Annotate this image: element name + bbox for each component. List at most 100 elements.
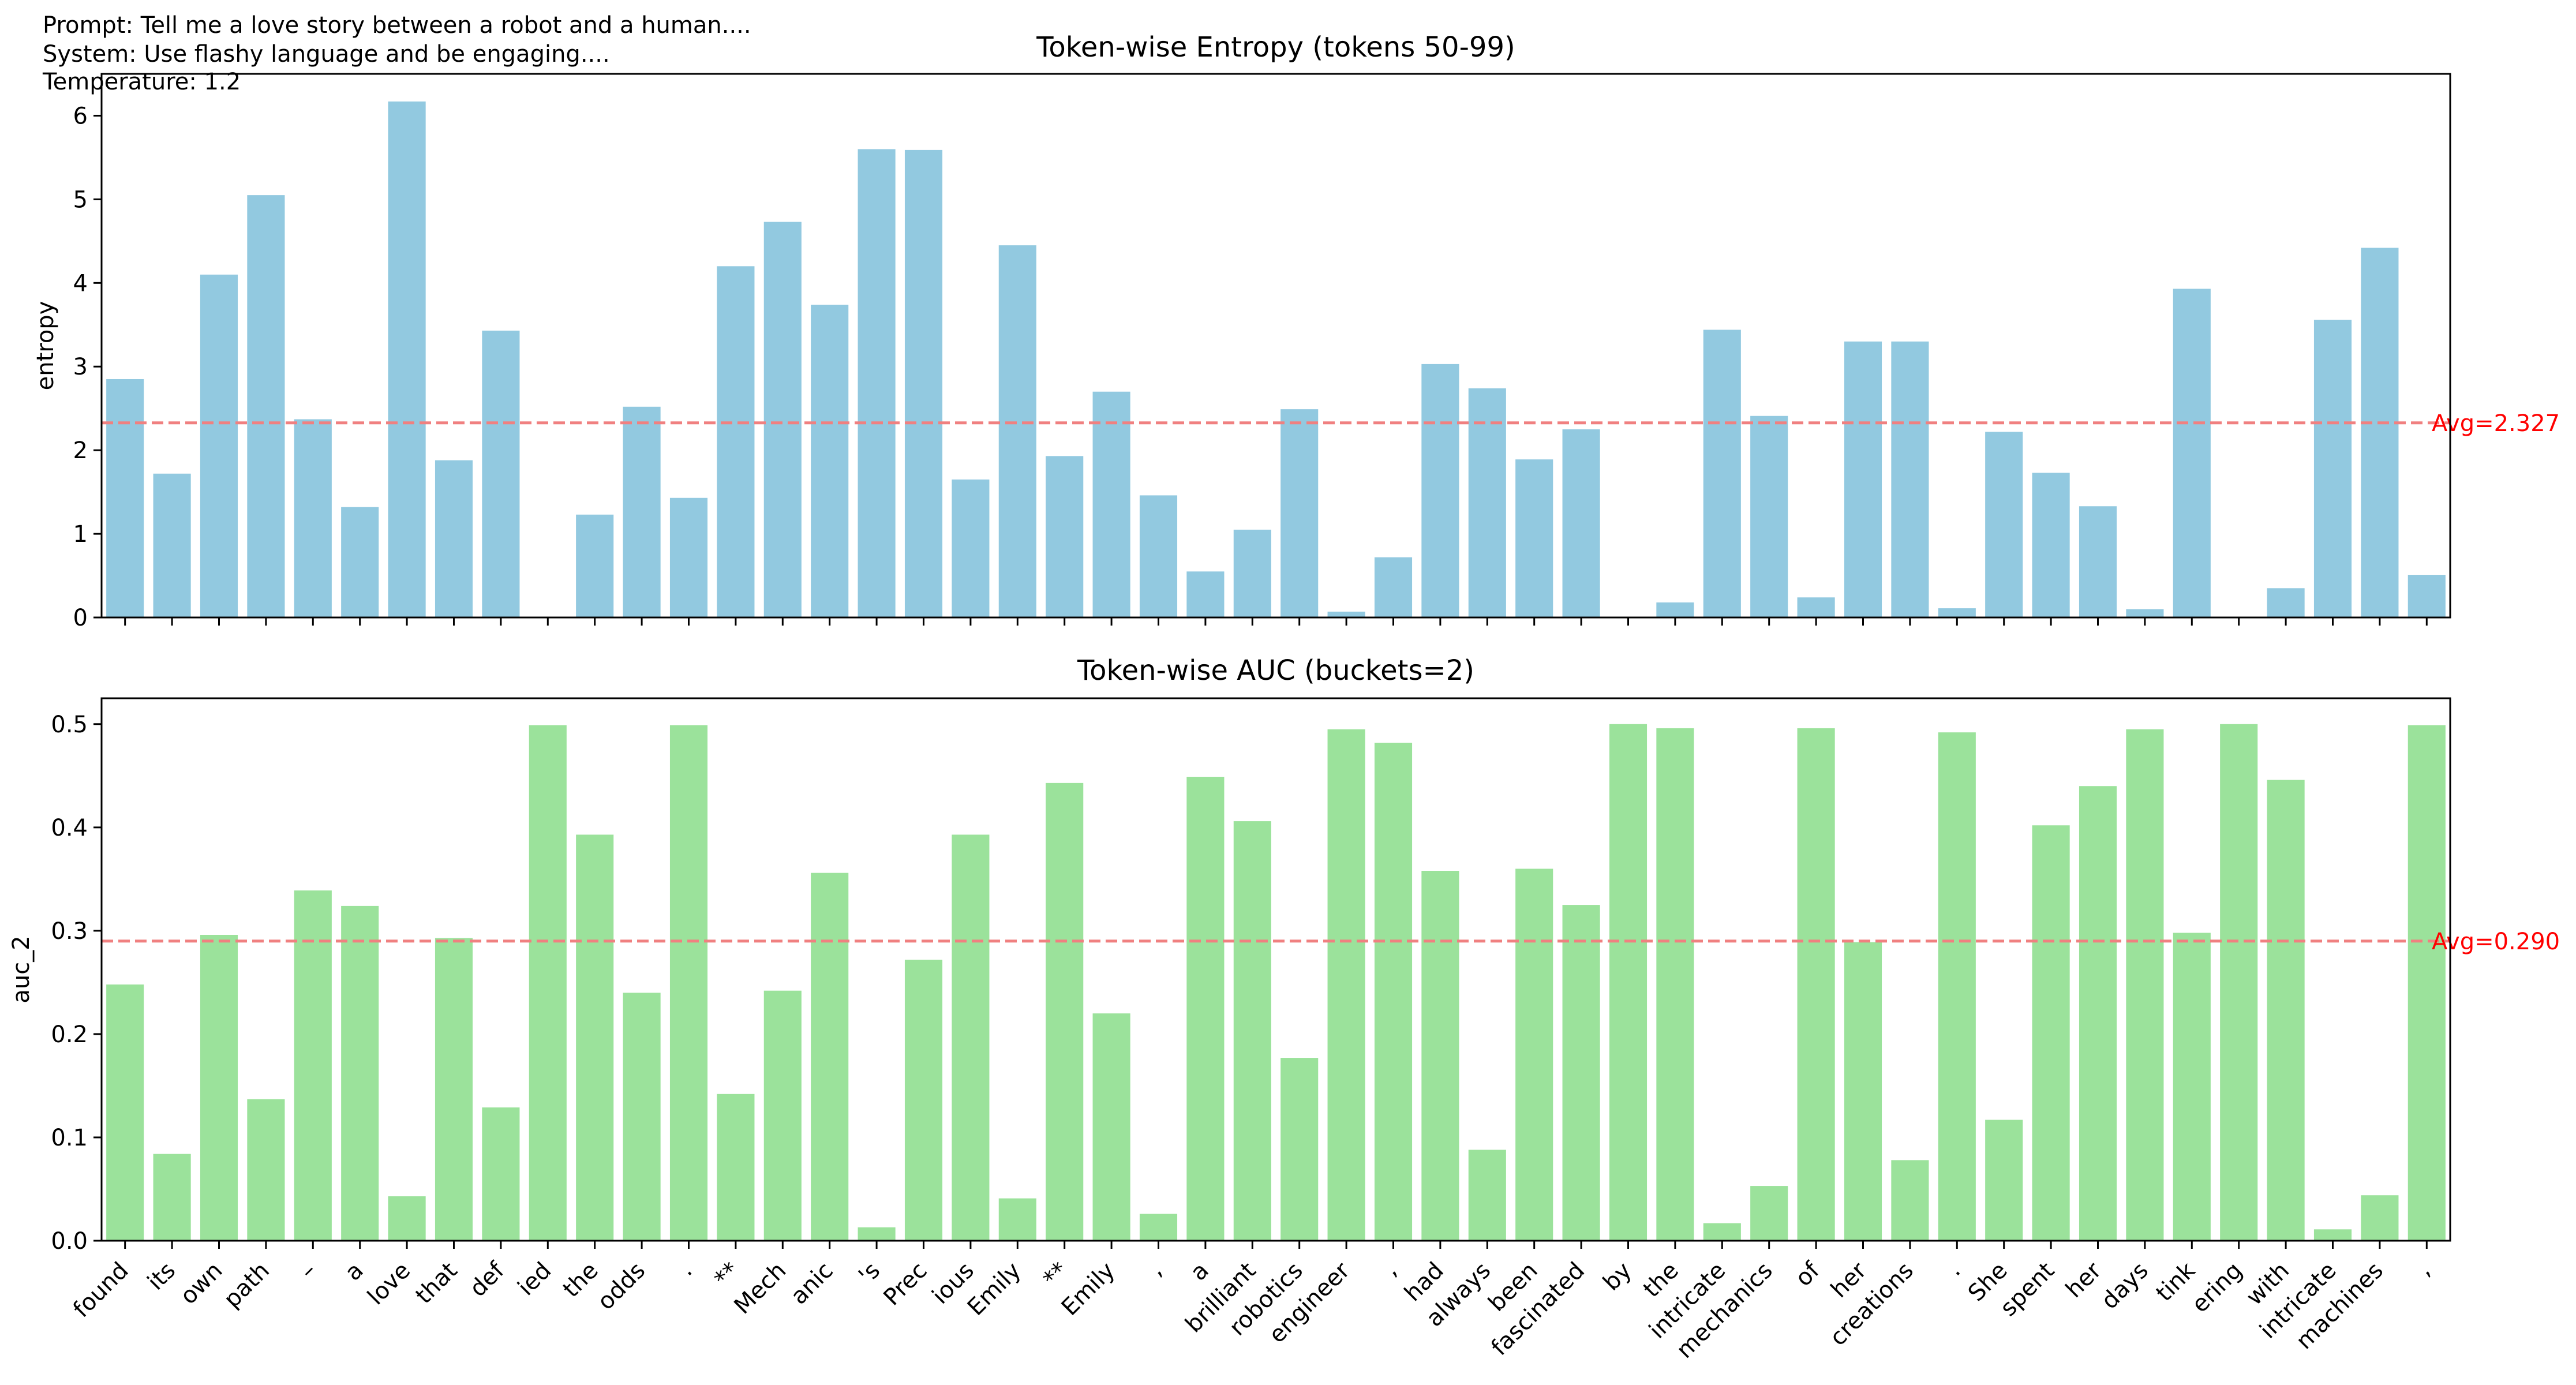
auc-bar <box>2173 933 2211 1241</box>
auc-xtick-label: a <box>340 1257 369 1286</box>
auc-ytick-label: 0.0 <box>51 1228 88 1255</box>
entropy-bar <box>623 406 661 617</box>
auc-xtick-label: ** <box>1038 1257 1073 1293</box>
entropy-bar <box>2032 473 2070 617</box>
auc-bar <box>858 1227 896 1241</box>
entropy-bar <box>998 245 1036 618</box>
entropy-bar <box>388 101 426 617</box>
auc-ylabel: auc_2 <box>8 935 35 1003</box>
auc-bar <box>1280 1058 1319 1241</box>
auc-xtick-label: , <box>1378 1257 1402 1282</box>
auc-ytick-label: 0.4 <box>51 815 88 841</box>
auc-bar <box>1609 724 1648 1241</box>
auc-ytick-label: 0.3 <box>51 918 88 945</box>
entropy-bar <box>2361 248 2399 617</box>
prompt-text: Prompt: Tell me a love story between a r… <box>43 12 751 39</box>
auc-xtick-label: Emily <box>963 1257 1026 1321</box>
auc-xtick-label: ** <box>709 1257 744 1293</box>
auc-xtick-label: Emily <box>1057 1257 1120 1321</box>
auc-xtick-label: love <box>362 1257 415 1311</box>
auc-xtick-label: Prec <box>879 1257 933 1311</box>
auc-chart: Avg=0.290 0.0 0.1 0.2 0.3 0.4 0.5 found itsownpa… <box>8 654 2560 1364</box>
entropy-bar <box>1656 602 1694 617</box>
auc-bar <box>1139 1214 1178 1241</box>
auc-bar <box>1186 777 1225 1241</box>
auc-bar <box>952 834 990 1241</box>
auc-bar <box>1468 1150 1506 1241</box>
auc-average-label: Avg=0.290 <box>2432 929 2560 955</box>
entropy-bar <box>1703 330 1741 617</box>
auc-bar <box>1374 742 1413 1241</box>
auc-bar <box>1233 821 1271 1241</box>
entropy-bar <box>1750 415 1788 617</box>
auc-chart-title: Token-wise AUC (buckets=2) <box>1077 654 1474 687</box>
entropy-bar <box>1891 341 1929 617</box>
entropy-ytick-label: 4 <box>73 270 88 297</box>
entropy-bar <box>2407 575 2446 617</box>
entropy-ytick-label: 1 <box>73 521 88 548</box>
auc-xtick-label: ied <box>513 1257 557 1301</box>
entropy-bar <box>763 222 802 617</box>
entropy-bar <box>952 479 990 617</box>
entropy-bar <box>1562 429 1600 617</box>
auc-xtick-label: Mech <box>729 1257 792 1320</box>
auc-bar <box>1092 1013 1130 1241</box>
auc-bar <box>1750 1186 1788 1241</box>
auc-xtick-label: – <box>295 1257 322 1285</box>
entropy-bar <box>2173 289 2211 617</box>
entropy-bar <box>1233 529 1271 617</box>
entropy-bar <box>811 304 849 617</box>
auc-ytick-label: 0.5 <box>51 712 88 738</box>
entropy-bar <box>904 149 943 617</box>
auc-xtick-label: a <box>1185 1257 1214 1286</box>
entropy-ytick-label: 3 <box>73 354 88 380</box>
auc-bar <box>247 1099 285 1241</box>
auc-bar <box>2407 725 2446 1241</box>
auc-xtick-label: by <box>1598 1257 1637 1296</box>
entropy-bar <box>669 497 708 617</box>
entropy-chart-title: Token-wise Entropy (tokens 50-99) <box>1036 31 1515 63</box>
entropy-bar <box>294 419 332 617</box>
entropy-ytick-label: 2 <box>73 437 88 464</box>
entropy-bar <box>2079 506 2117 617</box>
auc-bar <box>669 725 708 1241</box>
auc-bar <box>435 938 473 1241</box>
auc-xtick-label: 's <box>853 1257 885 1289</box>
auc-xtick-label: , <box>1143 1257 1167 1282</box>
auc-xtick-label: . <box>1942 1257 1966 1282</box>
auc-xtick-label: days <box>2096 1257 2154 1315</box>
auc-bar <box>717 1094 755 1241</box>
auc-bar <box>482 1107 520 1241</box>
auc-bar <box>1938 732 1976 1241</box>
auc-xtick-label: def <box>465 1257 510 1302</box>
auc-bar <box>1421 871 1459 1241</box>
auc-xtick-label: odds <box>593 1257 650 1315</box>
entropy-bar <box>106 379 144 617</box>
auc-bar <box>1703 1223 1741 1241</box>
auc-bar <box>904 959 943 1241</box>
auc-bar <box>1656 728 1694 1241</box>
entropy-ytick-label: 6 <box>73 103 88 129</box>
auc-ytick-label: 0.2 <box>51 1021 88 1048</box>
entropy-bar <box>435 460 473 617</box>
entropy-ytick-label: 5 <box>73 186 88 213</box>
auc-bar <box>2313 1229 2352 1241</box>
entropy-bar <box>1186 571 1225 617</box>
auc-bar <box>341 905 379 1241</box>
auc-bar <box>1046 783 1084 1241</box>
entropy-bar <box>1139 495 1178 617</box>
auc-xtick-label: spent <box>1995 1257 2060 1322</box>
auc-bar <box>1891 1160 1929 1241</box>
entropy-bar <box>717 266 755 617</box>
entropy-bar <box>1468 388 1506 617</box>
auc-bar <box>1327 729 1365 1241</box>
entropy-bar <box>1985 432 2023 617</box>
auc-bar <box>294 890 332 1241</box>
entropy-bar <box>482 330 520 617</box>
entropy-bar <box>153 473 191 617</box>
auc-bar <box>2220 724 2258 1241</box>
auc-xtick-label: . <box>673 1257 698 1282</box>
entropy-bar <box>1797 597 1835 617</box>
entropy-bar <box>576 514 614 617</box>
entropy-bar <box>200 274 238 617</box>
